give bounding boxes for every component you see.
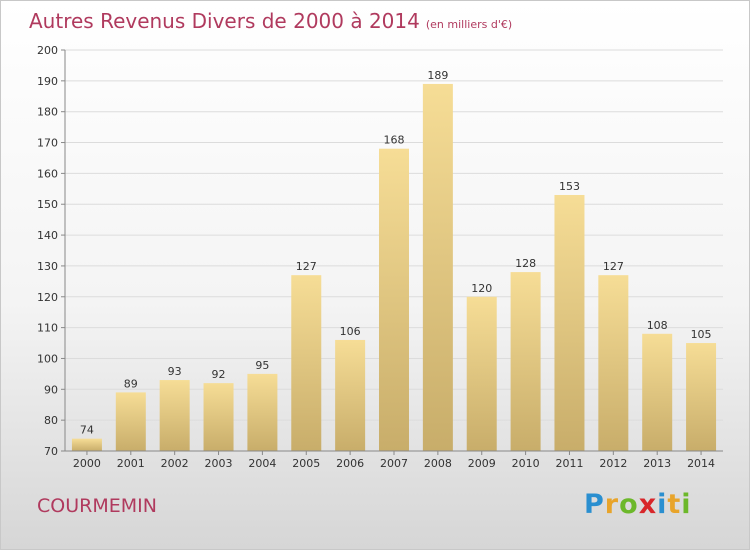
y-tick-label: 170 bbox=[37, 137, 58, 150]
x-tick-label: 2011 bbox=[555, 457, 583, 470]
chart-title: Autres Revenus Divers de 2000 à 2014 (en … bbox=[29, 9, 512, 33]
y-tick-label: 100 bbox=[37, 352, 58, 365]
bar-2011 bbox=[554, 194, 585, 451]
x-tick-label: 2002 bbox=[161, 457, 189, 470]
bar-2012 bbox=[598, 275, 629, 451]
bar-value-label: 93 bbox=[168, 365, 182, 378]
x-tick-label: 2008 bbox=[424, 457, 452, 470]
bar-2013 bbox=[642, 333, 673, 451]
bar-2008 bbox=[422, 83, 453, 451]
bars: 74 89 93 92 95 127 106 168 189 120 128 153 127 108 105 bbox=[71, 69, 717, 451]
bar-2001 bbox=[115, 392, 146, 451]
y-tick-label: 90 bbox=[44, 383, 58, 396]
bar-value-label: 189 bbox=[427, 69, 448, 82]
bar-value-label: 127 bbox=[603, 260, 624, 273]
x-tick-label: 2000 bbox=[73, 457, 101, 470]
logo-letter: i bbox=[657, 489, 668, 520]
x-tick-label: 2010 bbox=[512, 457, 540, 470]
logo-letter: P bbox=[584, 489, 605, 520]
bar-value-label: 108 bbox=[647, 319, 668, 332]
bar-value-label: 92 bbox=[212, 368, 226, 381]
bar-value-label: 105 bbox=[691, 328, 712, 341]
proxiti-logo: Proxiti bbox=[584, 489, 692, 520]
bar-2003 bbox=[203, 383, 234, 451]
bar-2009 bbox=[466, 296, 497, 451]
chart-title-unit: (en milliers d'€) bbox=[425, 18, 513, 31]
x-tick-label: 2007 bbox=[380, 457, 408, 470]
logo-letter: r bbox=[604, 489, 620, 520]
y-tick-label: 80 bbox=[44, 414, 58, 427]
y-axis: 70 80 90 100 110 120 130 140 150 160 170 180 190 200 bbox=[37, 44, 66, 458]
y-tick-label: 120 bbox=[37, 291, 58, 304]
bar-value-label: 128 bbox=[515, 257, 536, 270]
x-tick-label: 2005 bbox=[292, 457, 320, 470]
bar-value-label: 153 bbox=[559, 180, 580, 193]
bar-value-label: 120 bbox=[471, 282, 492, 295]
x-axis: 2000 2001 2002 2003 2004 2005 2006 2007 2008 2009… bbox=[65, 450, 723, 470]
y-tick-label: 190 bbox=[37, 75, 58, 88]
logo-letter: i bbox=[681, 489, 692, 520]
bar-value-label: 106 bbox=[340, 325, 361, 338]
y-tick-label: 130 bbox=[37, 260, 58, 273]
commune-name: COURMEMIN bbox=[37, 495, 157, 517]
bar-2000 bbox=[71, 438, 102, 451]
y-tick-label: 140 bbox=[37, 229, 58, 242]
bar-value-label: 127 bbox=[296, 260, 317, 273]
x-tick-label: 2001 bbox=[117, 457, 145, 470]
bar-2010 bbox=[510, 272, 541, 451]
bar-2006 bbox=[335, 339, 366, 451]
bar-2004 bbox=[247, 373, 278, 451]
logo-letter: o bbox=[619, 489, 639, 520]
y-tick-label: 70 bbox=[44, 445, 58, 458]
x-tick-label: 2012 bbox=[599, 457, 627, 470]
x-tick-label: 2013 bbox=[643, 457, 671, 470]
bar-value-label: 74 bbox=[80, 424, 94, 437]
bar-2007 bbox=[379, 148, 409, 451]
x-tick-label: 2003 bbox=[205, 457, 233, 470]
chart-title-main: Autres Revenus Divers de 2000 à 2014 bbox=[29, 9, 420, 33]
x-tick-label: 2014 bbox=[687, 457, 715, 470]
y-tick-label: 200 bbox=[37, 44, 58, 57]
bar-2014 bbox=[686, 343, 717, 451]
x-tick-label: 2004 bbox=[248, 457, 276, 470]
bar-2002 bbox=[159, 380, 190, 451]
x-tick-label: 2006 bbox=[336, 457, 364, 470]
y-tick-label: 110 bbox=[37, 322, 58, 335]
bar-value-label: 95 bbox=[255, 359, 269, 372]
y-tick-label: 150 bbox=[37, 198, 58, 211]
bar-value-label: 168 bbox=[384, 134, 405, 147]
y-tick-label: 160 bbox=[37, 167, 58, 180]
y-tick-label: 180 bbox=[37, 106, 58, 119]
logo-letter: t bbox=[667, 489, 682, 520]
x-tick-label: 2009 bbox=[468, 457, 496, 470]
bar-value-label: 89 bbox=[124, 377, 138, 390]
bar-2005 bbox=[291, 275, 322, 451]
logo-letter: x bbox=[638, 489, 658, 520]
